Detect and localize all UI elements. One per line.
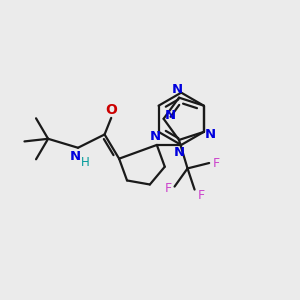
Text: N: N xyxy=(174,146,185,160)
Text: F: F xyxy=(164,182,172,195)
Text: N: N xyxy=(150,130,161,143)
Text: N: N xyxy=(165,109,176,122)
Text: N: N xyxy=(205,128,216,141)
Text: F: F xyxy=(198,189,205,202)
Text: N: N xyxy=(70,150,81,163)
Text: F: F xyxy=(213,157,220,169)
Text: O: O xyxy=(105,103,117,117)
Text: N: N xyxy=(172,83,183,96)
Text: H: H xyxy=(81,155,90,169)
